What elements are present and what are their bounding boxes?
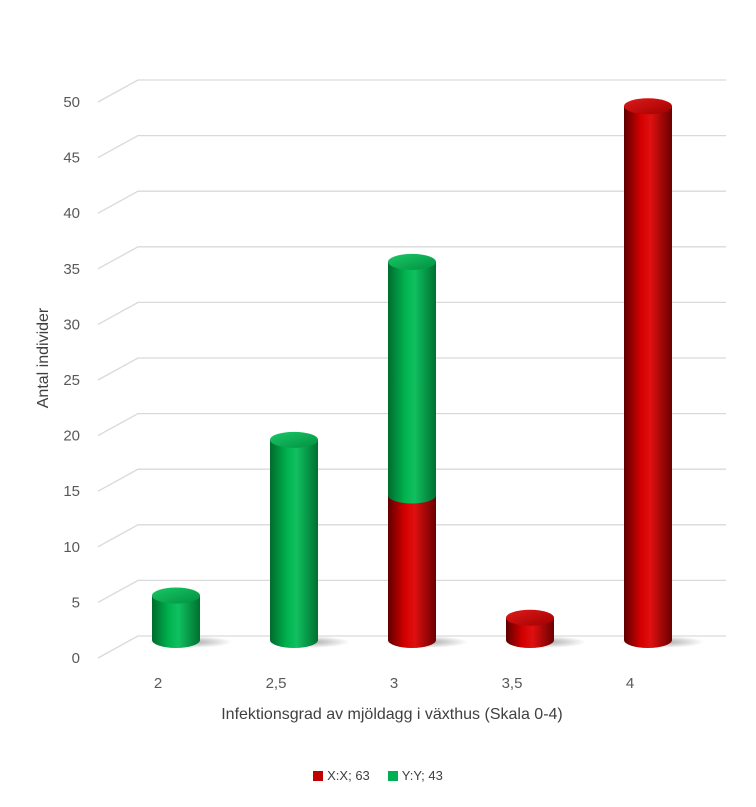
x-tick-label: 2 xyxy=(154,675,162,692)
y-tick-label: 40 xyxy=(63,205,80,222)
gridline xyxy=(97,190,726,214)
legend-label-y: Y:Y; 43 xyxy=(401,768,443,783)
bar-segment xyxy=(388,261,436,504)
y-tick-label: 0 xyxy=(72,650,80,667)
legend-item-y: Y:Y; 43 xyxy=(387,768,443,783)
legend-item-x: X:X; 63 xyxy=(313,768,370,783)
legend-swatch-x xyxy=(313,770,324,781)
y-tick-label: 5 xyxy=(72,594,80,611)
y-axis-title: Antal individer xyxy=(35,307,52,408)
bar-cap xyxy=(270,431,318,448)
y-tick-label: 30 xyxy=(63,316,80,333)
y-axis-ticks: 0 5 10 15 20 25 30 35 40 45 50 xyxy=(63,94,80,667)
gridline xyxy=(97,357,726,381)
y-tick-label: 45 xyxy=(63,150,80,167)
y-tick-label: 50 xyxy=(63,94,80,111)
gridline xyxy=(97,579,726,603)
gridline xyxy=(97,524,726,548)
x-axis-ticks: 2 2,5 3 3,5 4 xyxy=(154,675,634,692)
y-tick-label: 15 xyxy=(63,483,80,500)
x-tick-label: 4 xyxy=(626,675,634,692)
x-axis-title: Infektionsgrad av mjöldagg i växthus (Sk… xyxy=(221,706,563,723)
y-tick-label: 10 xyxy=(63,539,80,556)
bars xyxy=(148,98,704,649)
y-tick-label: 20 xyxy=(63,428,80,445)
y-tick-label: 25 xyxy=(63,372,80,389)
x-tick-label: 2,5 xyxy=(266,675,287,692)
gridline xyxy=(97,246,726,270)
bar-segment xyxy=(624,106,672,649)
bar-segment xyxy=(388,495,436,648)
gridline xyxy=(97,301,726,325)
legend: X:X; 63 Y:Y; 43 xyxy=(0,768,756,783)
bar-cap xyxy=(624,98,672,115)
bar-cap xyxy=(388,253,436,270)
x-tick-label: 3 xyxy=(390,675,398,692)
bar-segment xyxy=(270,439,318,648)
legend-swatch-y xyxy=(387,770,398,781)
x-tick-label: 3,5 xyxy=(502,675,523,692)
bar-cap xyxy=(152,587,200,604)
bar-cap xyxy=(506,609,554,626)
legend-label-x: X:X; 63 xyxy=(327,768,370,783)
gridline xyxy=(97,134,726,159)
grid-lines xyxy=(97,79,726,659)
gridline xyxy=(97,412,726,437)
y-tick-label: 35 xyxy=(63,261,80,278)
gridline xyxy=(97,79,726,103)
bar-segment xyxy=(152,595,200,648)
bar-segment xyxy=(506,617,554,648)
gridline xyxy=(97,468,726,492)
